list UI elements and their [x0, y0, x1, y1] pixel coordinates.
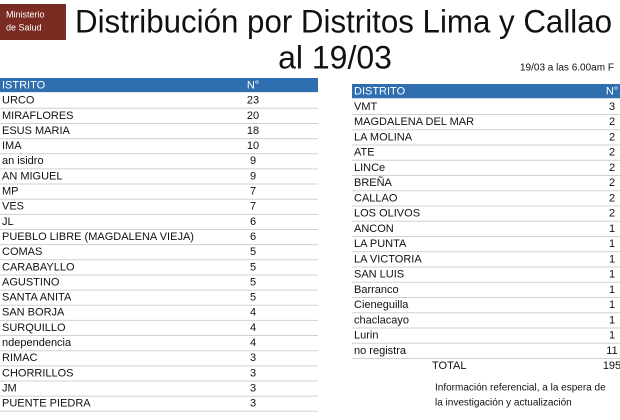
count: 2 — [609, 192, 615, 204]
count: 3 — [250, 398, 256, 410]
count: 3 — [250, 382, 256, 394]
count: 4 — [250, 322, 256, 334]
district: SAN BORJA — [2, 307, 65, 319]
column-header: DISTRITO — [354, 86, 406, 98]
district: ESUS MARIA — [2, 125, 71, 137]
count: 3 — [250, 367, 256, 379]
count: 5 — [250, 276, 256, 288]
count: 1 — [609, 238, 615, 250]
timestamp: 19/03 a las 6.00am F — [520, 63, 614, 74]
count: 1 — [609, 330, 615, 342]
count: 9 — [250, 170, 256, 182]
count: 5 — [250, 261, 256, 273]
district: MP — [2, 186, 19, 198]
count: 4 — [250, 307, 256, 319]
count: 5 — [250, 246, 256, 258]
count: 1 — [609, 284, 615, 296]
logo-box — [0, 4, 66, 40]
count: 1 — [609, 223, 615, 235]
district: PUEBLO LIBRE (MAGDALENA VIEJA) — [2, 231, 194, 243]
district: MIRAFLORES — [2, 110, 74, 122]
district: VMT — [354, 101, 378, 113]
count: 23 — [247, 95, 259, 107]
logo-text: Ministerio — [6, 9, 45, 19]
count: 11 — [606, 345, 617, 357]
count: 1 — [609, 299, 615, 311]
district: ANCON — [354, 223, 394, 235]
district: AN MIGUEL — [2, 170, 63, 182]
count: 3 — [250, 352, 256, 364]
district: CALLAO — [354, 192, 398, 204]
count: 2 — [609, 162, 615, 174]
note: la investigación y actualización — [435, 398, 572, 409]
note: Información referencial, a la espera de — [435, 383, 606, 394]
count: 20 — [247, 110, 259, 122]
count: 2 — [609, 208, 615, 220]
count: 18 — [247, 125, 259, 137]
column-header: N° — [606, 86, 618, 98]
district: LOS OLIVOS — [354, 208, 420, 220]
district: Cieneguilla — [354, 299, 409, 311]
district: SURQUILLO — [2, 322, 66, 334]
count: 10 — [247, 140, 259, 152]
count: 7 — [250, 186, 256, 198]
count: 4 — [250, 337, 256, 349]
district: CHORRILLOS — [2, 367, 74, 379]
district: MAGDALENA DEL MAR — [354, 116, 474, 128]
district: Lurin — [354, 330, 378, 342]
district: JM — [2, 382, 17, 394]
total-value: 195 — [603, 360, 620, 372]
district: an isidro — [2, 155, 44, 167]
table-header — [352, 84, 620, 99]
district: chaclacayo — [354, 314, 409, 326]
count: 2 — [609, 177, 615, 189]
total-label: TOTAL — [432, 360, 466, 372]
district: IMA — [2, 140, 22, 152]
logo-text: de Salud — [6, 22, 42, 32]
count: 2 — [609, 147, 615, 159]
district: LA VICTORIA — [354, 253, 422, 265]
district: SAN LUIS — [354, 269, 404, 281]
district: Barranco — [354, 284, 399, 296]
count: 6 — [250, 216, 256, 228]
column-header: N° — [247, 79, 259, 91]
district: CARABAYLLO — [2, 261, 75, 273]
count: 7 — [250, 201, 256, 213]
title: al 19/03 — [278, 39, 392, 75]
count: 2 — [609, 131, 615, 143]
district: VES — [2, 201, 24, 213]
count: 1 — [609, 314, 615, 326]
district: RIMAC — [2, 352, 38, 364]
district: JL — [2, 216, 14, 228]
district: LA PUNTA — [354, 238, 407, 250]
count: 9 — [250, 155, 256, 167]
district: PUENTE PIEDRA — [2, 398, 91, 410]
district: COMAS — [2, 246, 42, 258]
count: 3 — [609, 101, 615, 113]
district: SANTA ANITA — [2, 292, 72, 304]
count: 1 — [609, 253, 615, 265]
count: 6 — [250, 231, 256, 243]
district: ndependencia — [2, 337, 72, 349]
count: 1 — [609, 269, 615, 281]
district: URCO — [2, 95, 35, 107]
count: 5 — [250, 292, 256, 304]
table-header — [0, 78, 318, 93]
district: LA MOLINA — [354, 131, 413, 143]
count: 2 — [609, 116, 615, 128]
district: ATE — [354, 147, 375, 159]
district: BREÑA — [354, 176, 393, 189]
column-header: ISTRITO — [2, 79, 46, 91]
district: LINCe — [354, 162, 385, 174]
title: Distribución por Distritos Lima y Callao — [75, 3, 612, 39]
district: AGUSTINO — [2, 276, 60, 288]
district: no registra — [354, 345, 407, 357]
